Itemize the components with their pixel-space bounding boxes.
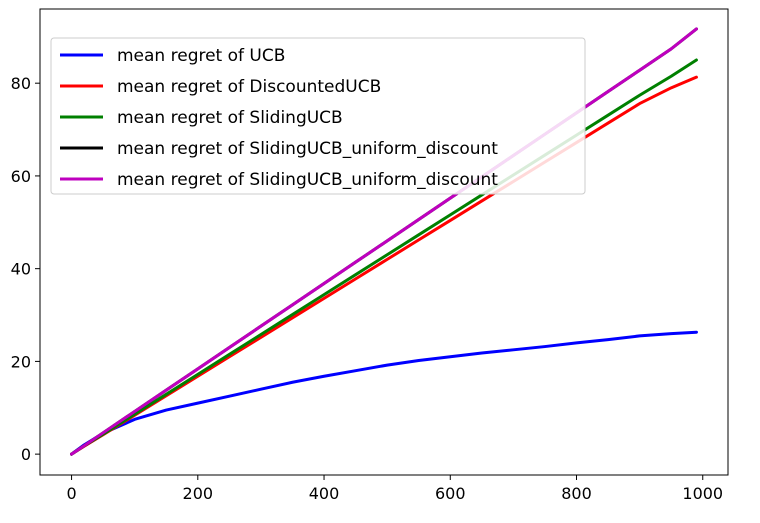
legend-label-2: mean regret of DiscountedUCB — [117, 77, 381, 97]
legend: mean regret of UCB mean regret of Discoun… — [50, 37, 586, 195]
x-tick-label: 600 — [435, 484, 466, 503]
legend-label-4: mean regret of SlidingUCB_uniform_discou… — [117, 139, 498, 159]
series-line-1-mean-regret-of-ucb — [70, 330, 698, 456]
x-tick-label: 0 — [66, 484, 76, 503]
x-axis: 0 200 400 600 800 1000 — [66, 475, 723, 503]
y-tick-label: 40 — [11, 260, 31, 279]
y-tick-label: 20 — [11, 352, 31, 371]
y-axis: 0 20 40 60 80 — [11, 74, 40, 464]
legend-label-1: mean regret of UCB — [117, 46, 285, 66]
legend-label-3: mean regret of SlidingUCB — [117, 108, 343, 128]
legend-box — [50, 37, 586, 195]
series-line-5-mean-regret-of-slidingucb-uniform-discount — [70, 27, 698, 456]
plot-area-frame — [39, 8, 729, 476]
x-tick-label: 800 — [561, 484, 592, 503]
legend-label-5: mean regret of SlidingUCB_uniform_discou… — [117, 170, 498, 190]
y-tick-label: 60 — [11, 167, 31, 186]
x-tick-label: 400 — [309, 484, 340, 503]
y-tick-label: 80 — [11, 74, 31, 93]
x-tick-label: 200 — [183, 484, 214, 503]
y-tick-label: 0 — [21, 445, 31, 464]
series-line-3-mean-regret-of-slidingucb — [70, 58, 698, 456]
x-tick-label: 1000 — [682, 484, 723, 503]
series-lines — [70, 27, 698, 456]
